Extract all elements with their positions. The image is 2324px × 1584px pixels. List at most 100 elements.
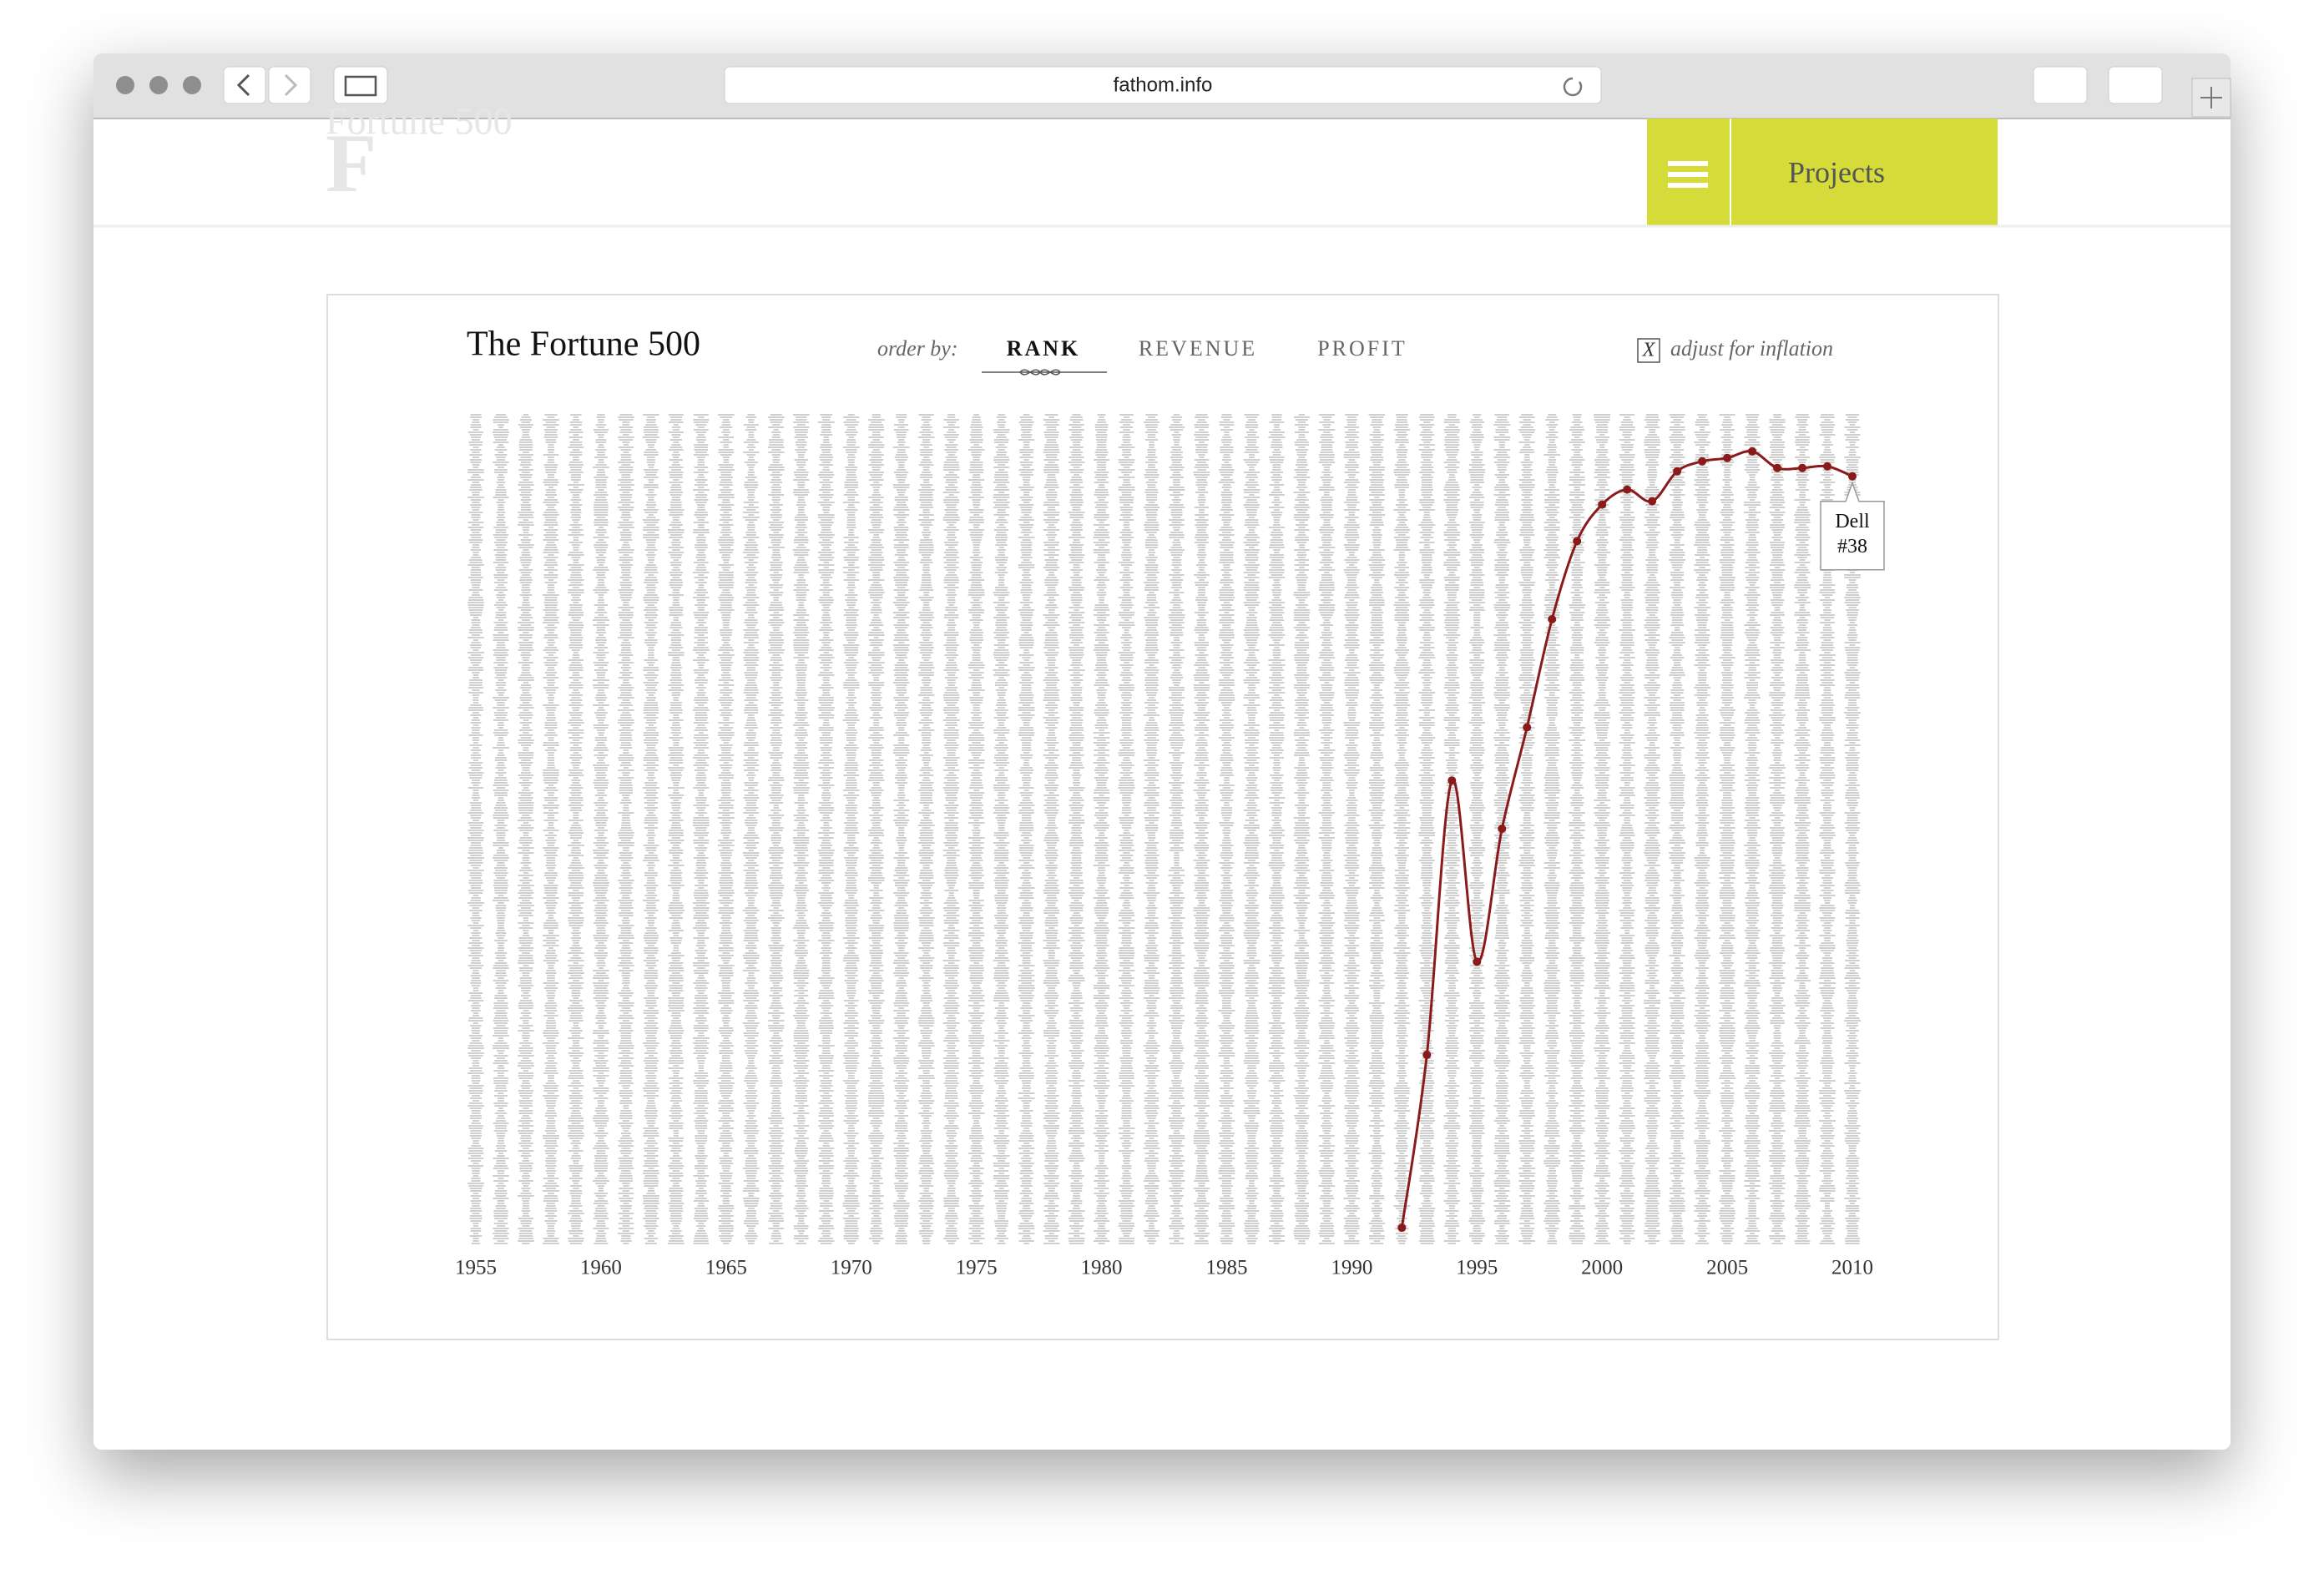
hamburger-icon[interactable] [1668,161,1708,188]
company-column [1293,414,1311,1244]
share-button[interactable] [2033,66,2088,104]
order-option[interactable]: PROFIT [1317,336,1407,361]
rank-point[interactable] [1723,453,1732,462]
company-column [592,414,609,1244]
x-tick-label: 2000 [1581,1257,1623,1279]
company-column [967,414,985,1244]
rank-point[interactable] [1548,615,1557,624]
company-column [518,414,534,1244]
x-tick-label: 1960 [580,1257,622,1279]
company-column [1493,414,1511,1244]
rank-point[interactable] [1848,472,1857,481]
company-column [1518,414,1536,1244]
tooltip: Dell #38 [1820,481,1885,571]
rank-point[interactable] [1573,537,1582,546]
logo-text: Fortune 500 [326,100,513,143]
rank-point[interactable] [1447,776,1457,785]
company-column [1368,414,1386,1244]
company-column [1318,414,1336,1244]
address-bar[interactable] [724,66,1602,104]
tooltip-name: Dell [1835,511,1870,532]
company-column [1393,414,1411,1244]
rank-point[interactable] [1773,463,1782,472]
rank-point[interactable] [1798,463,1807,472]
selected-ornament [1019,369,1061,376]
forward-button[interactable] [268,66,311,104]
company-column [617,414,634,1244]
plot: 1955 1960 1965 1970 1975 1980 1985 1990 1995 2000… [455,414,1885,1279]
company-column [792,414,810,1244]
forward-icon [284,73,298,97]
x-tick-label: 1965 [705,1257,747,1279]
order-option[interactable]: REVENUE [1139,336,1257,361]
x-tick-label: 1995 [1456,1257,1498,1279]
company-column [917,414,935,1244]
sidebar-icon [344,75,377,97]
company-column [1619,414,1635,1244]
rank-point[interactable] [1623,485,1632,494]
inflation-checkbox[interactable] [1637,338,1660,363]
rank-point[interactable] [1748,446,1757,456]
company-column [867,414,885,1244]
tabs-button[interactable] [2108,66,2163,104]
company-column [1018,414,1035,1244]
sidebar-button[interactable] [333,66,388,104]
x-tick-label: 1975 [956,1257,998,1279]
company-column [892,414,910,1244]
rank-point[interactable] [1473,957,1482,966]
company-column [942,414,960,1244]
rank-point[interactable] [1648,497,1657,506]
back-icon [236,73,250,97]
company-column [1268,414,1286,1244]
company-column [1118,414,1135,1244]
zoom-button[interactable] [183,76,201,94]
company-column [1093,414,1110,1244]
back-button[interactable] [223,66,266,104]
close-button[interactable] [116,76,134,94]
rank-point[interactable] [1673,467,1682,476]
company-column [1243,414,1261,1244]
company-column [1218,414,1235,1244]
company-column [1669,414,1686,1244]
company-column [817,414,835,1244]
company-column [642,414,659,1244]
rank-point[interactable] [1498,825,1507,834]
menu-label[interactable]: Projects [1788,155,1885,189]
logo-mark: F [326,117,376,209]
company-column [1744,414,1761,1244]
rank-point[interactable] [1698,457,1707,466]
company-column [842,414,860,1244]
minimize-button[interactable] [149,76,168,94]
rank-point[interactable] [1397,1223,1407,1233]
inflation-label[interactable]: adjust for inflation [1670,336,1833,361]
company-column [1343,414,1361,1244]
rank-point[interactable] [1598,500,1607,509]
company-column [742,414,760,1244]
company-column [667,414,685,1244]
company-column [1694,414,1711,1244]
checkbox-mark[interactable]: X [1642,340,1656,361]
company-column [567,414,584,1244]
company-column [493,414,509,1244]
order-option[interactable]: RANK [1007,336,1081,361]
x-tick-label: 2005 [1706,1257,1748,1279]
x-tick-label: 1990 [1331,1257,1372,1279]
x-tick-label: 1980 [1081,1257,1123,1279]
company-column [1068,414,1085,1244]
rank-point[interactable] [1422,1050,1432,1059]
company-column [1043,414,1060,1244]
order-options: RANK REVENUE PROFIT [982,336,1407,376]
company-column [1794,414,1811,1244]
rank-point[interactable] [1823,462,1832,471]
x-tick-label: 1970 [831,1257,872,1279]
company-column [1143,414,1160,1244]
rank-point[interactable] [1523,723,1532,732]
reload-icon[interactable] [1563,77,1583,97]
company-column [1769,414,1786,1244]
company-column [1168,414,1185,1244]
company-column [1569,414,1586,1244]
url: fathom.info [1114,73,1213,96]
toolbar-bottom [93,100,2231,119]
